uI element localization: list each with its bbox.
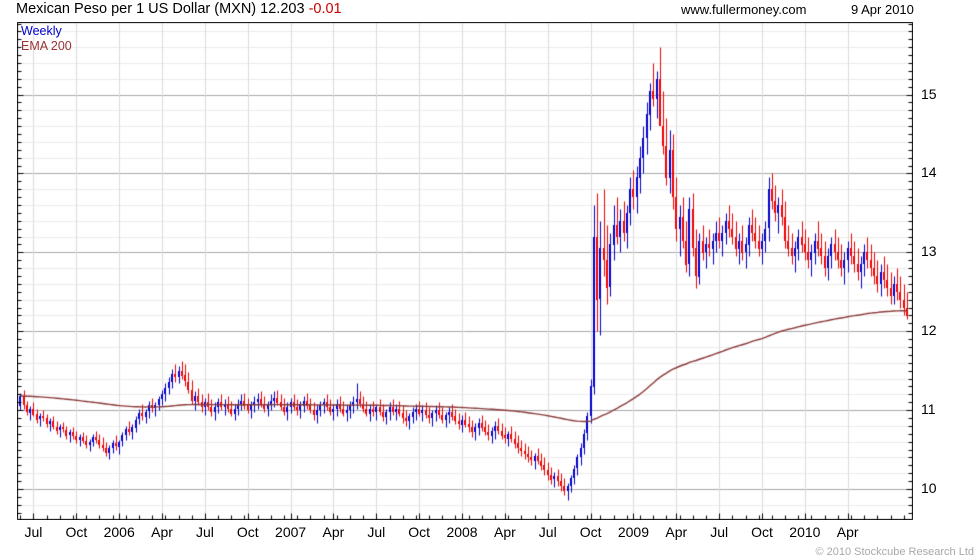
x-axis-tick-label: 2006	[103, 524, 135, 540]
y-axis-tick-label: 14	[921, 164, 937, 181]
x-axis-tick-label: Apr	[151, 524, 173, 540]
x-axis-tick-label: Apr	[836, 524, 859, 540]
x-axis-tick-label: Apr	[493, 524, 516, 540]
x-axis-tick-label: Jul	[24, 524, 43, 540]
instrument-title: Mexican Peso per 1 US Dollar (MXN) 12.20…	[16, 1, 342, 17]
x-axis-tick-label: Apr	[665, 524, 688, 540]
y-axis-tick-label: 13	[921, 243, 937, 260]
price-change: -0.01	[308, 1, 342, 17]
x-axis-tick-label: Oct	[579, 524, 602, 540]
y-axis-tick-label: 15	[921, 85, 937, 102]
x-axis-tick-label: Oct	[236, 524, 259, 540]
y-axis-tick-label: 11	[921, 401, 936, 418]
chart-header: Mexican Peso per 1 US Dollar (MXN) 12.20…	[0, 0, 980, 20]
x-axis-tick-label: 2009	[617, 524, 650, 540]
x-axis-tick-label: Oct	[408, 524, 431, 540]
x-axis-tick-label: Jul	[538, 524, 557, 540]
last-price: 12.203	[260, 1, 305, 17]
x-axis-tick-label: Jul	[367, 524, 386, 540]
y-axis-tick-label: 12	[921, 322, 937, 339]
instrument-name: Mexican Peso per 1 US Dollar (MXN)	[16, 1, 257, 17]
site-url: www.fullermoney.com	[681, 2, 807, 17]
plot-area: Weekly EMA 200	[17, 22, 913, 520]
quote-date: 9 Apr 2010	[851, 2, 914, 17]
x-axis-tick-label: 2010	[789, 524, 821, 540]
x-axis-tick-label: Jul	[710, 524, 729, 540]
copyright-notice: © 2010 Stockcube Research Ltd	[815, 546, 974, 558]
x-axis-tick-label: Oct	[751, 524, 773, 540]
y-axis-tick-label: 10	[921, 480, 937, 497]
x-axis-tick-label: Apr	[322, 524, 345, 540]
x-axis-tick-label: Oct	[65, 524, 88, 540]
x-axis-tick-label: 2007	[275, 524, 307, 540]
candlestick-canvas	[17, 22, 913, 520]
x-axis-tick-label: 2008	[446, 524, 478, 540]
x-axis-tick-label: Jul	[195, 524, 214, 540]
